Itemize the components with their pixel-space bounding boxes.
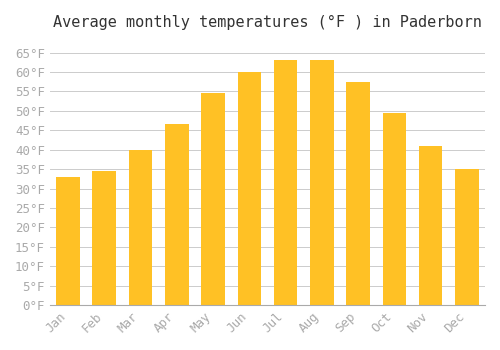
Bar bbox=[56, 177, 80, 305]
Bar bbox=[92, 171, 116, 305]
Bar bbox=[128, 150, 152, 305]
Bar bbox=[165, 124, 188, 305]
Bar bbox=[455, 169, 478, 305]
Bar bbox=[274, 60, 297, 305]
Bar bbox=[238, 72, 261, 305]
Bar bbox=[382, 113, 406, 305]
Title: Average monthly temperatures (°F ) in Paderborn: Average monthly temperatures (°F ) in Pa… bbox=[53, 15, 482, 30]
Bar bbox=[346, 82, 370, 305]
Bar bbox=[419, 146, 442, 305]
Bar bbox=[310, 60, 334, 305]
Bar bbox=[202, 93, 225, 305]
